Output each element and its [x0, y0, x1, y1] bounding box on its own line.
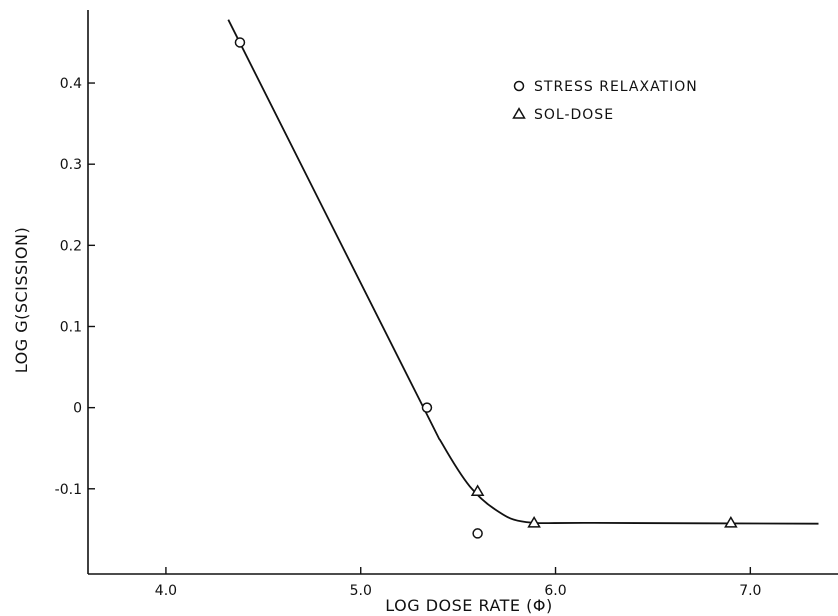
y-tick-label: 0	[73, 401, 82, 417]
sol-dose-point	[724, 515, 738, 528]
legend-triangle-marker	[512, 107, 526, 119]
y-tick-label: 0.1	[60, 319, 82, 335]
x-tick-label: 5.0	[350, 583, 372, 599]
legend-label: STRESS RELAXATION	[534, 79, 698, 95]
x-axis-title: LOG DOSE RATE (Φ)	[385, 596, 552, 615]
legend-label: SOL-DOSE	[534, 107, 614, 123]
stress-relaxation-point	[421, 402, 433, 413]
stress-relaxation-point	[472, 528, 483, 539]
legend-circle-marker	[513, 80, 525, 92]
x-tick-label: 4.0	[155, 583, 177, 599]
sol-dose-point	[470, 484, 485, 497]
x-tick-label: 7.0	[739, 583, 761, 599]
y-tick-label: -0.1	[55, 482, 82, 498]
sol-dose-point	[527, 515, 541, 528]
data-points	[234, 37, 738, 539]
y-tick-label: 0.2	[60, 238, 82, 254]
fit-curve	[227, 19, 819, 525]
stress-relaxation-point	[234, 37, 246, 48]
fit-curve-line	[227, 19, 819, 525]
y-tick-label: 0.4	[60, 76, 82, 92]
x-axis: 4.0 5.0 6.0 7.0	[155, 567, 761, 599]
y-axis: 0.4 0.3 0.2 0.1 0 -0.1	[55, 76, 95, 498]
legend: STRESS RELAXATION SOL-DOSE	[512, 79, 698, 123]
plot-frame	[87, 10, 838, 575]
x-tick-label: 6.0	[544, 583, 566, 599]
y-tick-label: 0.3	[60, 157, 82, 173]
y-axis-title: LOG G(SCISSION)	[12, 227, 31, 373]
